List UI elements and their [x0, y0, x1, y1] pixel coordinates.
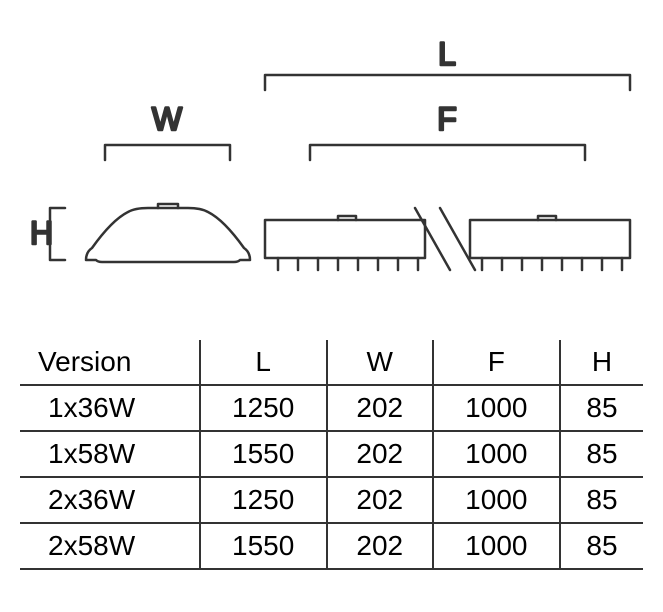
table-row: 2x58W 1550 202 1000 85	[20, 523, 643, 569]
col-H: H	[560, 340, 643, 385]
col-W: W	[327, 340, 433, 385]
dimension-diagram: L F W H	[20, 20, 643, 320]
table-row: 1x58W 1550 202 1000 85	[20, 431, 643, 477]
table-row: 1x36W 1250 202 1000 85	[20, 385, 643, 431]
label-W: W	[152, 101, 183, 137]
sideview-shape	[265, 208, 630, 270]
table-row: 2x36W 1250 202 1000 85	[20, 477, 643, 523]
col-F: F	[433, 340, 560, 385]
label-F: F	[437, 101, 457, 137]
label-L: L	[438, 36, 456, 72]
dimensions-table: Version L W F H 1x36W 1250 202 1000 85 1…	[20, 340, 643, 570]
col-L: L	[200, 340, 327, 385]
col-version: Version	[20, 340, 200, 385]
endcap-shape	[86, 204, 250, 262]
label-H: H	[30, 215, 53, 251]
table-header-row: Version L W F H	[20, 340, 643, 385]
